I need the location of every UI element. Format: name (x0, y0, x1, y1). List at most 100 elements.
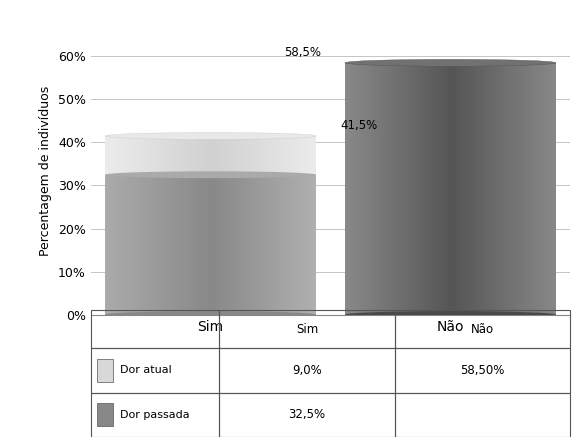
Bar (219, 348, 395, 393)
Bar (414, 63, 416, 315)
Bar (192, 175, 195, 315)
Ellipse shape (105, 311, 316, 318)
Bar (219, 175, 221, 315)
Bar (237, 136, 240, 175)
Bar (256, 136, 258, 175)
Bar (116, 175, 118, 315)
Bar (208, 136, 211, 175)
Bar (311, 175, 314, 315)
Bar (247, 175, 250, 315)
Ellipse shape (345, 59, 556, 66)
Bar (477, 63, 480, 315)
Bar (450, 63, 453, 315)
Bar (137, 136, 139, 175)
Bar (277, 175, 279, 315)
Bar (371, 63, 374, 315)
Bar (232, 175, 235, 315)
Bar (205, 136, 208, 175)
Bar (250, 136, 253, 175)
Bar (121, 175, 123, 315)
Bar (240, 136, 242, 175)
Bar (522, 63, 524, 315)
Bar (366, 63, 369, 315)
Bar (113, 136, 116, 175)
Bar (527, 63, 529, 315)
Bar (158, 136, 160, 175)
Bar (469, 63, 472, 315)
Bar (474, 63, 477, 315)
Bar (482, 63, 485, 315)
Bar (263, 136, 266, 175)
Text: Sim: Sim (296, 323, 318, 336)
Bar (171, 175, 174, 315)
Bar (108, 175, 111, 315)
Text: 58,50%: 58,50% (460, 364, 505, 377)
Bar (493, 63, 495, 315)
Bar (221, 175, 224, 315)
Bar (219, 136, 221, 175)
Bar (274, 136, 277, 175)
Bar (208, 175, 211, 315)
Bar (363, 63, 366, 315)
Bar (506, 63, 508, 315)
Bar (277, 136, 279, 175)
Bar (134, 136, 137, 175)
Bar (184, 175, 187, 315)
Bar (224, 136, 226, 175)
Bar (216, 175, 219, 315)
Bar (314, 175, 316, 315)
Bar (279, 136, 282, 175)
Bar (269, 136, 271, 175)
Bar (263, 175, 266, 315)
Bar (142, 136, 144, 175)
Bar (91, 393, 219, 437)
Bar (398, 63, 400, 315)
Bar (261, 136, 263, 175)
Bar (219, 310, 395, 348)
Bar (190, 136, 192, 175)
Bar (129, 175, 132, 315)
Bar (240, 175, 242, 315)
Bar (168, 136, 171, 175)
Bar (242, 175, 245, 315)
Bar (387, 63, 390, 315)
Bar (179, 136, 181, 175)
Bar (284, 175, 287, 315)
Bar (345, 63, 347, 315)
Bar (548, 63, 550, 315)
Bar (150, 175, 153, 315)
Bar (91, 310, 219, 348)
Bar (356, 63, 358, 315)
Bar (350, 63, 353, 315)
Bar (487, 63, 490, 315)
Bar (155, 136, 158, 175)
Bar (295, 175, 298, 315)
Bar (292, 136, 295, 175)
Bar (224, 175, 226, 315)
Bar (166, 136, 168, 175)
Bar (453, 63, 456, 315)
Y-axis label: Percentagem de indivíduos: Percentagem de indivíduos (39, 85, 52, 256)
Bar (435, 63, 437, 315)
Bar (517, 63, 519, 315)
Bar (543, 63, 545, 315)
Bar (540, 63, 543, 315)
Bar (153, 136, 155, 175)
Bar (480, 63, 482, 315)
Bar (123, 136, 126, 175)
Bar (181, 175, 184, 315)
Bar (269, 175, 271, 315)
Bar (305, 175, 308, 315)
Bar (258, 136, 261, 175)
Bar (429, 63, 432, 315)
Bar (472, 63, 474, 315)
Bar (118, 136, 121, 175)
Bar (529, 63, 532, 315)
Bar (377, 63, 379, 315)
Bar (495, 63, 498, 315)
Bar (132, 136, 134, 175)
Bar (197, 175, 200, 315)
Bar (308, 136, 311, 175)
Bar (290, 175, 292, 315)
Bar (174, 175, 176, 315)
